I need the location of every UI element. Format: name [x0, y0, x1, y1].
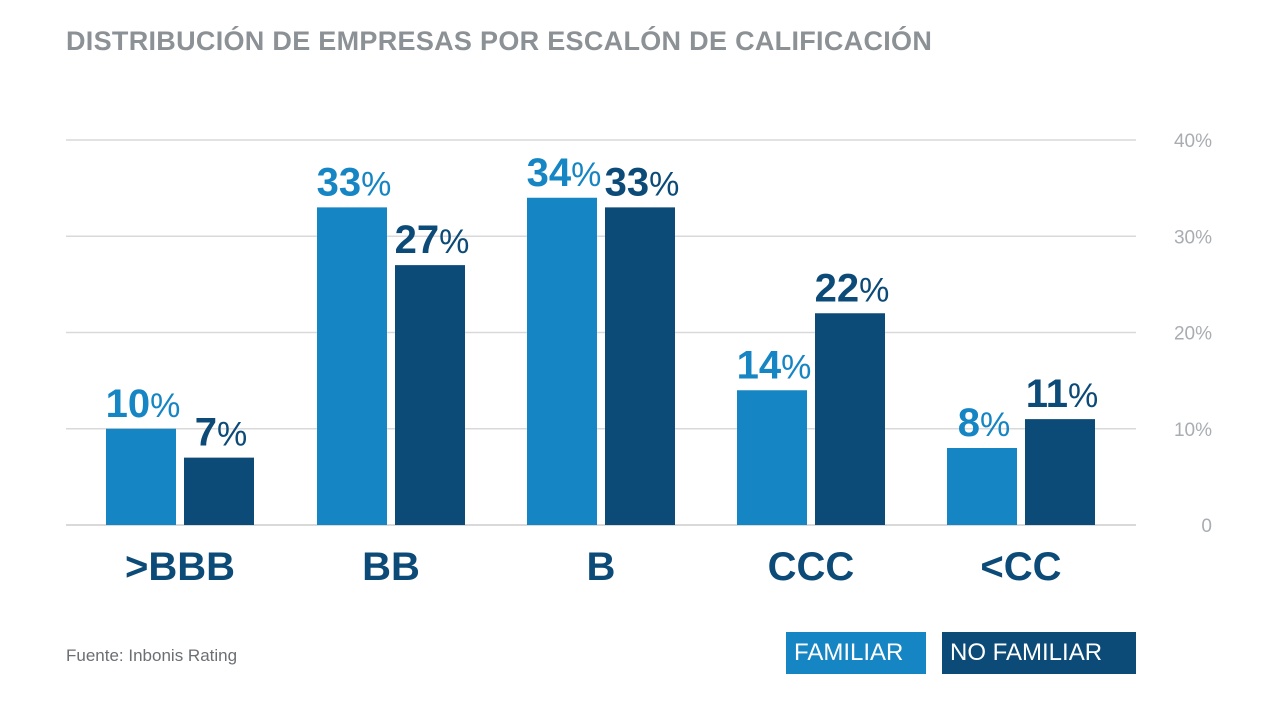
category-label: >BBB — [125, 545, 235, 589]
data-label: 14% — [737, 343, 812, 387]
bar-no-familiar — [815, 313, 885, 525]
source-note: Fuente: Inbonis Rating — [66, 646, 238, 665]
bar-familiar — [317, 207, 387, 525]
y-tick-label: 20% — [1174, 324, 1212, 345]
category-label: B — [587, 545, 616, 589]
bar-no-familiar — [605, 207, 675, 525]
data-label: 10% — [106, 382, 181, 426]
chart-title: DISTRIBUCIÓN DE EMPRESAS POR ESCALÓN DE … — [66, 26, 933, 56]
y-tick-label: 10% — [1174, 420, 1212, 441]
bar-familiar — [527, 197, 597, 525]
bars — [106, 197, 1095, 525]
bar-no-familiar — [1025, 419, 1095, 525]
bar-familiar — [947, 448, 1017, 525]
data-label: 34% — [527, 151, 602, 195]
category-label: BB — [362, 545, 420, 589]
bar-no-familiar — [395, 265, 465, 525]
y-axis-ticks: 0 10% 20% 30% 40% — [1174, 131, 1212, 537]
bar-chart: 010%20%30%40% 10%7%33%27%34% 33%14%22%8%1… — [66, 131, 1212, 589]
bar-familiar — [106, 428, 176, 525]
category-label: <CC — [980, 545, 1061, 589]
y-tick-label: 30% — [1174, 227, 1212, 248]
y-tick-label: 40% — [1174, 131, 1212, 152]
data-labels: 10%7%33%27%34% 33%14%22%8%11% — [106, 151, 1099, 455]
data-label: 27% — [395, 218, 470, 262]
legend-familiar: FAMILIAR — [786, 632, 926, 674]
data-label: 11% — [1026, 372, 1099, 416]
bar-no-familiar — [184, 457, 254, 525]
data-label: 8% — [958, 401, 1010, 445]
category-label: CCC — [768, 545, 855, 589]
data-label: 22% — [815, 266, 890, 310]
data-label: 7% — [195, 411, 247, 455]
bar-familiar — [737, 390, 807, 525]
category-labels: >BBB BB B CCC <CC — [125, 545, 1062, 589]
data-label: 33% — [317, 160, 392, 204]
data-label: 33% — [605, 160, 680, 204]
legend-no-familiar: NO FAMILIAR — [942, 632, 1136, 674]
y-tick-label: 0 — [1201, 516, 1212, 537]
